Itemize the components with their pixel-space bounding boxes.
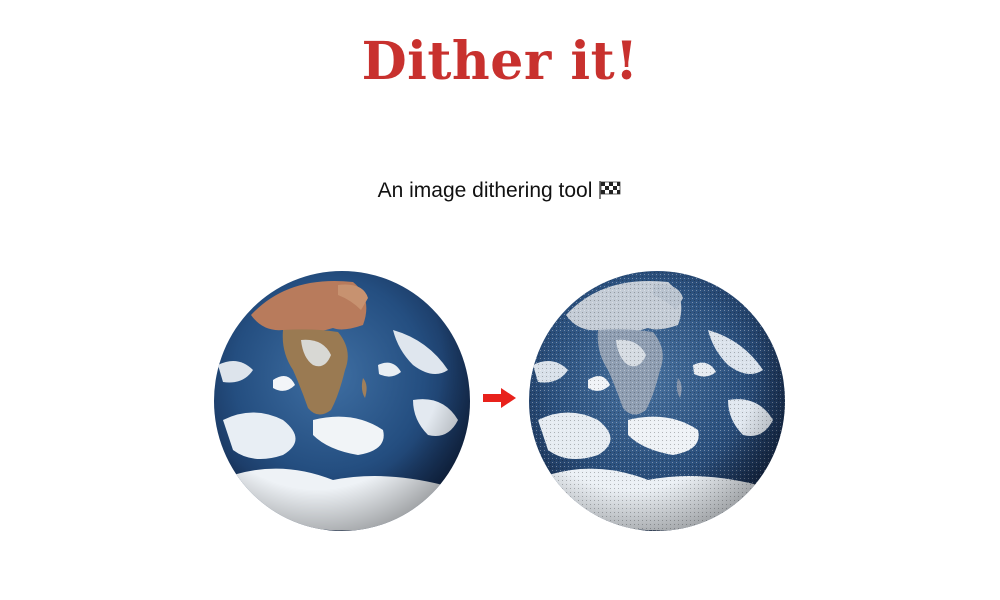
right-arrow-icon (483, 388, 516, 408)
chequered-flag-icon (599, 181, 621, 199)
page-subtitle: An image dithering tool (0, 176, 1000, 206)
original-image (214, 271, 470, 531)
page-title: Dither it! (361, 31, 639, 92)
dithered-image (529, 271, 785, 531)
subtitle-text: An image dithering tool (377, 179, 593, 202)
